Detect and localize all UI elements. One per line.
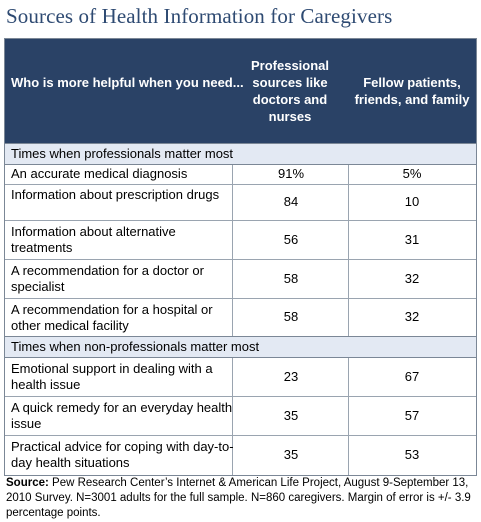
table-row: A quick remedy for an everyday health is… <box>5 397 476 436</box>
table-header: Who is more helpful when you need... Pro… <box>5 39 476 143</box>
header-peers: Fellow patients, friends, and family <box>354 75 470 107</box>
peer-value: 67 <box>404 369 420 384</box>
peer-value: 10 <box>404 194 420 209</box>
peer-value: 32 <box>404 309 420 324</box>
table-row: Information about prescription drugs 84 … <box>5 185 476 221</box>
professional-value: 58 <box>283 271 299 286</box>
source-text: Pew Research Center’s Internet & America… <box>6 477 471 519</box>
row-label: A recommendation for a hospital or other… <box>11 302 213 333</box>
header-question: Who is more helpful when you need... <box>11 75 244 90</box>
table-row: Information about alternative treatments… <box>5 221 476 260</box>
row-label: An accurate medical diagnosis <box>11 166 188 181</box>
professional-value: 84 <box>283 194 299 209</box>
professional-value: 35 <box>283 447 299 462</box>
data-table: Who is more helpful when you need... Pro… <box>4 38 477 476</box>
table-row: A recommendation for a doctor or special… <box>5 260 476 299</box>
professional-value: 91% <box>277 166 305 181</box>
source-prefix: Source: <box>6 477 49 489</box>
page-title: Sources of Health Information for Caregi… <box>6 4 393 28</box>
source-note: Source: Pew Research Center’s Internet &… <box>6 476 476 521</box>
peer-value: 31 <box>404 232 420 247</box>
professional-value: 35 <box>283 408 299 423</box>
row-label: Information about prescription drugs <box>11 187 220 202</box>
row-label: Information about alternative treatments <box>11 224 176 255</box>
peer-value: 32 <box>404 271 420 286</box>
table-row: An accurate medical diagnosis 91% 5% <box>5 165 476 185</box>
table-row: A recommendation for a hospital or other… <box>5 299 476 336</box>
section-header: Times when non-professionals matter most <box>5 336 476 358</box>
row-label: A quick remedy for an everyday health is… <box>11 400 233 431</box>
row-label: A recommendation for a doctor or special… <box>11 263 204 294</box>
professional-value: 23 <box>283 369 299 384</box>
row-label: Practical advice for coping with day-to-… <box>11 439 234 470</box>
peer-value: 53 <box>404 447 420 462</box>
table-row: Practical advice for coping with day-to-… <box>5 436 476 475</box>
peer-value: 5% <box>402 166 422 181</box>
section-header: Times when professionals matter most <box>5 143 476 165</box>
professional-value: 58 <box>283 309 299 324</box>
row-label: Emotional support in dealing with a heal… <box>11 361 213 392</box>
table-row: Emotional support in dealing with a heal… <box>5 358 476 397</box>
peer-value: 57 <box>404 408 420 423</box>
header-professional: Professional sources like doctors and nu… <box>250 58 330 124</box>
professional-value: 56 <box>283 232 299 247</box>
